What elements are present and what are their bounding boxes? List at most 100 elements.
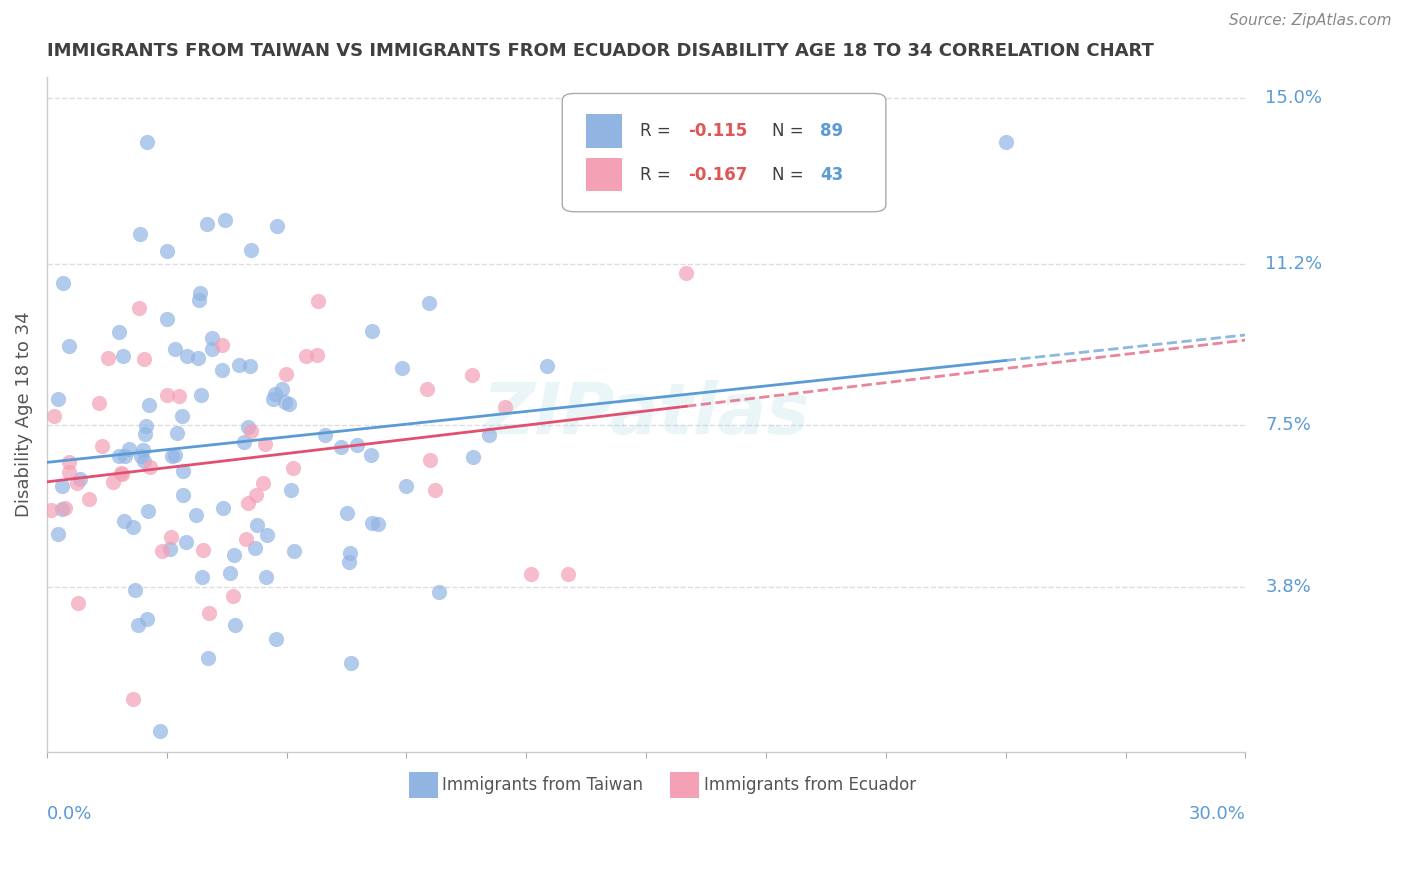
Point — [367, 517, 389, 532]
Point — [190, 388, 212, 402]
Point — [416, 382, 439, 396]
Point — [48, 392, 70, 407]
Point — [238, 496, 260, 510]
Point — [160, 530, 183, 544]
Point — [360, 324, 382, 338]
Point — [112, 514, 135, 528]
Text: IMMIGRANTS FROM TAIWAN VS IMMIGRANTS FROM ECUADOR DISABILITY AGE 18 TO 34 CORREL: IMMIGRANTS FROM TAIWAN VS IMMIGRANTS FRO… — [46, 42, 1154, 60]
Point — [197, 651, 219, 665]
Point — [253, 436, 276, 450]
Point — [159, 541, 181, 556]
FancyBboxPatch shape — [562, 94, 886, 211]
Point — [176, 349, 198, 363]
Point — [245, 488, 267, 502]
Point — [391, 361, 413, 376]
Point — [305, 348, 328, 362]
Text: R =: R = — [640, 121, 676, 140]
Point — [135, 419, 157, 434]
Point — [191, 570, 214, 584]
Point — [188, 293, 211, 308]
Point — [519, 567, 541, 582]
Bar — [586, 158, 623, 192]
Point — [277, 397, 299, 411]
Point — [252, 476, 274, 491]
Point — [129, 227, 152, 242]
Point — [114, 449, 136, 463]
Text: Immigrants from Taiwan: Immigrants from Taiwan — [443, 776, 644, 794]
Point — [51, 501, 73, 516]
Point — [395, 478, 418, 492]
Point — [283, 461, 305, 475]
Point — [134, 352, 156, 367]
Point — [156, 244, 179, 258]
Bar — [671, 772, 699, 797]
Text: 0.0%: 0.0% — [46, 805, 93, 822]
Point — [160, 449, 183, 463]
Point — [246, 517, 269, 532]
Point — [139, 460, 162, 475]
Point — [193, 543, 215, 558]
Text: R =: R = — [640, 166, 676, 184]
Point — [122, 520, 145, 534]
Point — [235, 533, 257, 547]
Text: 11.2%: 11.2% — [1265, 255, 1323, 273]
Point — [67, 596, 90, 610]
Text: 7.5%: 7.5% — [1265, 417, 1312, 434]
Point — [134, 427, 156, 442]
Point — [346, 438, 368, 452]
Point — [174, 535, 197, 549]
Point — [58, 339, 80, 353]
Point — [361, 516, 384, 530]
Point — [994, 135, 1017, 149]
Point — [418, 453, 440, 467]
Point — [46, 527, 69, 541]
Point — [494, 401, 516, 415]
Point — [129, 449, 152, 463]
Point — [274, 394, 297, 409]
Y-axis label: Disability Age 18 to 34: Disability Age 18 to 34 — [15, 311, 32, 517]
Point — [58, 455, 80, 469]
Point — [243, 541, 266, 556]
Point — [166, 426, 188, 441]
Point — [294, 349, 316, 363]
Point — [337, 555, 360, 569]
Point — [228, 358, 250, 372]
Point — [339, 546, 361, 560]
Point — [266, 632, 288, 646]
Text: -0.167: -0.167 — [688, 166, 748, 184]
Point — [131, 442, 153, 457]
Text: -0.115: -0.115 — [688, 121, 748, 140]
Point — [256, 528, 278, 542]
Point — [138, 398, 160, 412]
Point — [239, 243, 262, 257]
Point — [201, 331, 224, 345]
Text: 3.8%: 3.8% — [1265, 578, 1312, 596]
Point — [134, 453, 156, 467]
Point — [118, 442, 141, 457]
Point — [280, 483, 302, 497]
Point — [211, 363, 233, 377]
Point — [283, 544, 305, 558]
Point — [149, 723, 172, 738]
Point — [536, 359, 558, 373]
Point — [121, 691, 143, 706]
Point — [69, 472, 91, 486]
Point — [339, 656, 361, 670]
Text: Source: ZipAtlas.com: Source: ZipAtlas.com — [1229, 13, 1392, 29]
Point — [58, 465, 80, 479]
Point — [238, 420, 260, 434]
Point — [124, 583, 146, 598]
Point — [101, 475, 124, 490]
Point — [97, 351, 120, 365]
Point — [336, 506, 359, 520]
Point — [108, 326, 131, 340]
Point — [264, 387, 287, 401]
Point — [163, 448, 186, 462]
Point — [44, 409, 66, 424]
Point — [360, 448, 382, 462]
Point — [172, 488, 194, 502]
Point — [224, 617, 246, 632]
Point — [211, 501, 233, 516]
Point — [461, 450, 484, 464]
Point — [271, 383, 294, 397]
